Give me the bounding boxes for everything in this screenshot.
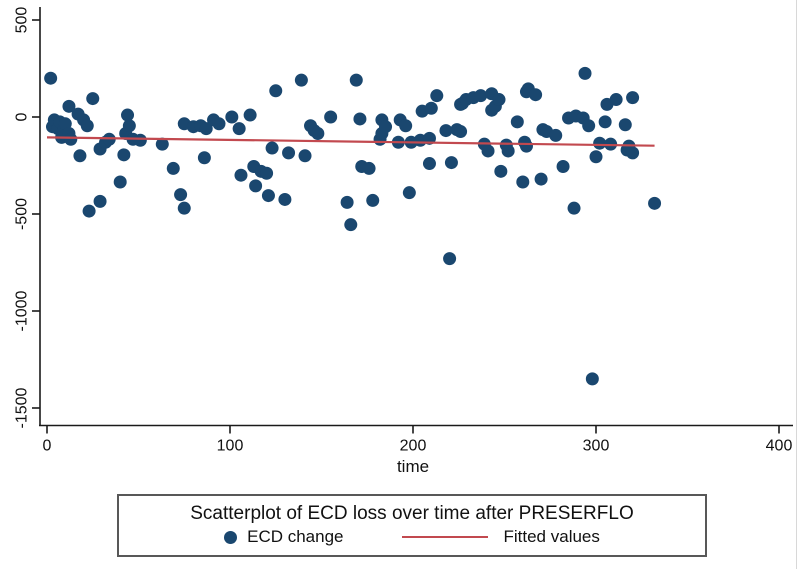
scatter-point (133, 133, 147, 147)
scatter-point (598, 115, 612, 129)
scatter-point (166, 161, 180, 175)
scatter-point (298, 149, 312, 163)
scatter-point (232, 122, 246, 136)
legend-entries: ECD change Fitted values (224, 527, 600, 547)
scatter-point (366, 193, 380, 207)
scatter-point (44, 71, 58, 85)
scatter-point (174, 188, 188, 202)
x-tick-label: 400 (766, 438, 793, 455)
scatter-point (501, 144, 515, 158)
axes: 500 0 -500 -1000 -1500 0 100 200 300 400 (14, 7, 793, 455)
scatter-point (212, 117, 226, 131)
scatter-point (80, 119, 94, 133)
x-tick-label: 100 (217, 438, 244, 455)
scatter-point (474, 89, 488, 103)
scatter-point (122, 119, 136, 133)
scatter-point (534, 172, 548, 186)
scatter-point (582, 119, 596, 133)
scatter-point (519, 139, 533, 153)
scatter-point (225, 110, 239, 124)
scatter-point (626, 146, 640, 160)
scatter-point (481, 144, 495, 158)
scatter-point (294, 73, 308, 87)
scatter-point (492, 93, 506, 107)
scatter-point (177, 201, 191, 215)
legend-label-ecd-change: ECD change (247, 527, 344, 547)
scatter-point (197, 151, 211, 165)
y-tick-label: 0 (14, 112, 31, 121)
scatter-point (494, 164, 508, 178)
scatter-point (249, 179, 263, 193)
x-tick-label: 200 (400, 438, 427, 455)
scatter-point (510, 115, 524, 129)
scatter-point (443, 252, 457, 266)
scatter-point (260, 166, 274, 180)
plot-area: 500 0 -500 -1000 -1500 0 100 200 300 400 time (14, 7, 793, 476)
scatter-point (593, 136, 607, 150)
scatter-point (589, 150, 603, 164)
scatter-point (113, 175, 127, 189)
x-axis-label: time (397, 457, 429, 476)
scatter-point (439, 124, 453, 138)
scatter-point (269, 84, 283, 98)
scatter-point (444, 156, 458, 170)
scatter-point (261, 189, 275, 203)
scatter-point (82, 204, 96, 218)
scatter-point (73, 149, 87, 163)
scatter-point (86, 92, 100, 106)
y-tick-label: 500 (14, 7, 31, 34)
x-tick-label: 0 (43, 438, 52, 455)
scatter-point (64, 132, 78, 146)
scatter-point (265, 141, 279, 155)
scatter-point (567, 201, 581, 215)
legend-title: Scatterplot of ECD loss over time after … (190, 502, 634, 524)
scatter-point (609, 93, 623, 107)
scatter-point (379, 120, 393, 134)
scatter-point (516, 175, 530, 189)
scatter-point (62, 99, 76, 113)
scatter-point (454, 125, 468, 139)
scatter-point (121, 108, 135, 122)
scatter-point (648, 196, 662, 210)
scatter-point (353, 112, 367, 126)
scatter-point (578, 66, 592, 80)
scatter-point (399, 119, 413, 133)
scatter-point (556, 159, 570, 173)
scatter-point (402, 186, 416, 200)
scatter-point (549, 128, 563, 142)
fitted-values-line-icon (401, 536, 488, 539)
scatter-point (199, 122, 213, 136)
y-tick-label: -1500 (14, 387, 31, 428)
scatter-point (349, 73, 363, 87)
scatter-point (430, 89, 444, 103)
scatter-point (585, 372, 599, 386)
scatter-point (529, 88, 543, 102)
scatter-point (626, 91, 640, 105)
scatter-point (278, 192, 292, 206)
scatter-point (618, 118, 632, 132)
scatter-point (324, 110, 338, 124)
scatter-point (117, 148, 131, 162)
scatter-point (362, 161, 376, 175)
legend-box: Scatterplot of ECD loss over time after … (117, 494, 707, 557)
y-tick-label: -1000 (14, 290, 31, 331)
scatter-point (282, 146, 296, 160)
y-tick-label: -500 (14, 198, 31, 230)
scatter-point (93, 194, 107, 208)
scatter-point (344, 218, 358, 232)
scatter-point (424, 101, 438, 115)
scatter-point (243, 108, 257, 122)
scatter-point (234, 168, 248, 182)
fitted-values-line (46, 136, 655, 147)
fitted-line (46, 136, 655, 147)
ecd-change-marker-icon (224, 530, 238, 544)
scatter-point (155, 137, 169, 151)
scatter-point (422, 157, 436, 171)
x-tick-label: 300 (583, 438, 610, 455)
scatter-point (340, 195, 354, 209)
scatter-series (44, 66, 662, 386)
legend-label-fitted-values: Fitted values (503, 527, 600, 547)
scatter-point (311, 126, 325, 140)
